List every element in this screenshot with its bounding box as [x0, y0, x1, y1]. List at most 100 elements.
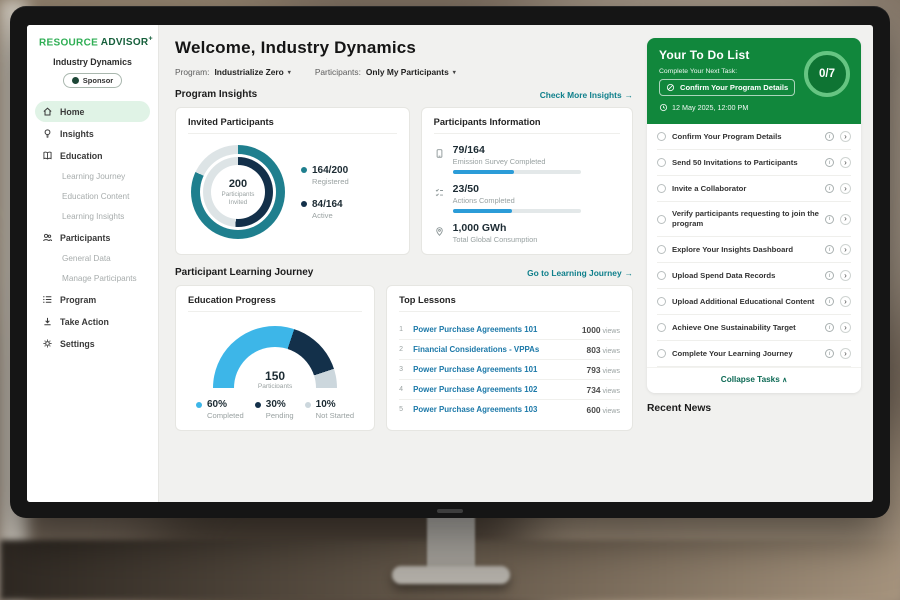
- sidebar-item-home[interactable]: Home: [35, 101, 150, 123]
- task-label: Upload Spend Data Records: [672, 270, 776, 280]
- info-row: 23/50 Actions Completed: [434, 183, 620, 213]
- monitor-stand-base: [392, 566, 510, 584]
- task-checkbox[interactable]: [657, 297, 666, 306]
- sidebar-item-general-data[interactable]: General Data: [62, 254, 111, 264]
- arrow-right-icon: →: [624, 89, 633, 100]
- legend-value: 164/200: [312, 164, 349, 176]
- task-achieve-one-sustainability-target[interactable]: Achieve One Sustainability Target i ›: [657, 315, 851, 341]
- app-logo: RESOURCE ADVISOR+: [27, 36, 158, 48]
- info-icon[interactable]: i: [825, 158, 834, 167]
- chevron-right-icon[interactable]: ›: [840, 213, 851, 225]
- legend-value: 10%: [315, 399, 336, 410]
- card-title-invited-participants: Invited Participants: [188, 117, 397, 134]
- lesson-rank: 4: [399, 386, 403, 393]
- info-value: 79/164: [452, 144, 485, 156]
- sidebar-item-manage-participants[interactable]: Manage Participants: [62, 274, 137, 284]
- legend-label: Completed: [207, 411, 244, 420]
- legend-item: 10% Not Started: [304, 399, 354, 420]
- chevron-right-icon[interactable]: ›: [840, 131, 851, 142]
- task-upload-additional-educational-content[interactable]: Upload Additional Educational Content i …: [657, 289, 851, 315]
- sponsor-badge[interactable]: Sponsor: [62, 73, 123, 89]
- sidebar-item-insights[interactable]: Insights: [35, 123, 150, 144]
- collapse-tasks-button[interactable]: Collapse Tasks ∧: [647, 367, 861, 393]
- sidebar-item-take-action[interactable]: Take Action: [35, 311, 150, 332]
- task-status-icon: [666, 83, 675, 92]
- info-icon[interactable]: i: [825, 132, 834, 141]
- task-checkbox[interactable]: [657, 245, 666, 254]
- monitor-bezel: RESOURCE ADVISOR+ Industry Dynamics Spon…: [10, 6, 890, 518]
- learning-card-row: Education Progress 150 Participants: [175, 285, 633, 431]
- task-checkbox[interactable]: [657, 158, 666, 167]
- info-icon[interactable]: i: [825, 184, 834, 193]
- task-checkbox[interactable]: [657, 323, 666, 332]
- task-checkbox[interactable]: [657, 271, 666, 280]
- legend-dot: [301, 201, 307, 207]
- info-icon[interactable]: i: [825, 271, 834, 280]
- sidebar-item-settings[interactable]: Settings: [35, 333, 150, 354]
- task-upload-spend-data-records[interactable]: Upload Spend Data Records i ›: [657, 263, 851, 289]
- task-send-50-invitations-to-participants[interactable]: Send 50 Invitations to Participants i ›: [657, 150, 851, 176]
- task-invite-a-collaborator[interactable]: Invite a Collaborator i ›: [657, 176, 851, 202]
- lesson-views: 600 views: [586, 404, 620, 415]
- info-icon[interactable]: i: [825, 323, 834, 332]
- sidebar-item-education[interactable]: Education: [35, 145, 150, 166]
- info-icon[interactable]: i: [825, 245, 834, 254]
- todo-subtitle: Complete Your Next Task:: [659, 68, 738, 75]
- lesson-views: 734 views: [586, 384, 620, 395]
- lesson-row: 5 Power Purchase Agreements 103 600 view…: [399, 400, 620, 419]
- program-select[interactable]: Industrialize Zero ▾: [214, 67, 291, 77]
- sidebar-item-learning-journey[interactable]: Learning Journey: [62, 172, 126, 182]
- education-icon: [42, 150, 53, 161]
- sidebar-item-program[interactable]: Program: [35, 289, 150, 310]
- sidebar-item-learning-insights[interactable]: Learning Insights: [62, 212, 125, 222]
- task-complete-your-learning-journey[interactable]: Complete Your Learning Journey i ›: [657, 341, 851, 367]
- info-label: Actions Completed: [452, 196, 515, 205]
- task-label: Invite a Collaborator: [672, 183, 747, 193]
- task-confirm-your-program-details[interactable]: Confirm Your Program Details i ›: [657, 124, 851, 150]
- lesson-views: 1000 views: [581, 324, 620, 335]
- dashboard-screen: RESOURCE ADVISOR+ Industry Dynamics Spon…: [27, 25, 873, 502]
- chevron-right-icon[interactable]: ›: [840, 244, 851, 255]
- lesson-rank: 5: [399, 406, 403, 413]
- chevron-right-icon[interactable]: ›: [840, 183, 851, 194]
- info-icon[interactable]: i: [825, 297, 834, 306]
- todo-panel: Your To Do List Complete Your Next Task:…: [647, 25, 873, 502]
- participants-select[interactable]: Only My Participants ▾: [365, 67, 456, 77]
- participants-label: Participants:: [314, 67, 361, 77]
- lesson-link[interactable]: Financial Considerations - VPPAs: [413, 345, 540, 354]
- info-icon[interactable]: i: [825, 214, 834, 224]
- legend-label: Active: [312, 210, 333, 220]
- task-checkbox[interactable]: [657, 184, 666, 193]
- task-label: Verify participants requesting to join t…: [672, 209, 819, 228]
- chevron-down-icon: ▾: [287, 69, 291, 76]
- chevron-right-icon[interactable]: ›: [840, 270, 851, 281]
- chevron-right-icon[interactable]: ›: [840, 296, 851, 307]
- clock-icon: [659, 103, 668, 112]
- lesson-row: 1 Power Purchase Agreements 101 1000 vie…: [399, 320, 620, 340]
- chevron-right-icon[interactable]: ›: [840, 348, 851, 359]
- program-icon: [42, 294, 53, 305]
- monitor-stand: [427, 510, 475, 572]
- lesson-rank: 2: [399, 346, 403, 353]
- task-verify-participants-requesting-to-join-the-program[interactable]: Verify participants requesting to join t…: [657, 202, 851, 237]
- lesson-link[interactable]: Power Purchase Agreements 101: [413, 325, 538, 334]
- lesson-link[interactable]: Power Purchase Agreements 102: [413, 385, 538, 394]
- lesson-link[interactable]: Power Purchase Agreements 101: [413, 365, 538, 374]
- check-more-insights-link[interactable]: Check More Insights →: [539, 89, 633, 100]
- todo-task-list: Confirm Your Program Details i › Send 50…: [647, 124, 861, 367]
- info-icon[interactable]: i: [825, 349, 834, 358]
- card-title-education-progress: Education Progress: [188, 295, 363, 312]
- task-explore-your-insights-dashboard[interactable]: Explore Your Insights Dashboard i ›: [657, 237, 851, 263]
- lesson-link[interactable]: Power Purchase Agreements 103: [413, 405, 538, 414]
- sidebar-item-education-content[interactable]: Education Content: [62, 192, 130, 202]
- chevron-right-icon[interactable]: ›: [840, 322, 851, 333]
- task-checkbox[interactable]: [657, 214, 666, 224]
- task-checkbox[interactable]: [657, 349, 666, 358]
- program-control: Program: Industrialize Zero ▾: [175, 67, 291, 77]
- legend-dot: [254, 401, 261, 408]
- task-checkbox[interactable]: [657, 132, 666, 141]
- sidebar-item-participants[interactable]: Participants: [35, 227, 150, 248]
- chevron-right-icon[interactable]: ›: [840, 157, 851, 168]
- go-to-learning-journey-link[interactable]: Go to Learning Journey →: [527, 267, 633, 278]
- next-task-pill[interactable]: Confirm Your Program Details: [659, 79, 796, 96]
